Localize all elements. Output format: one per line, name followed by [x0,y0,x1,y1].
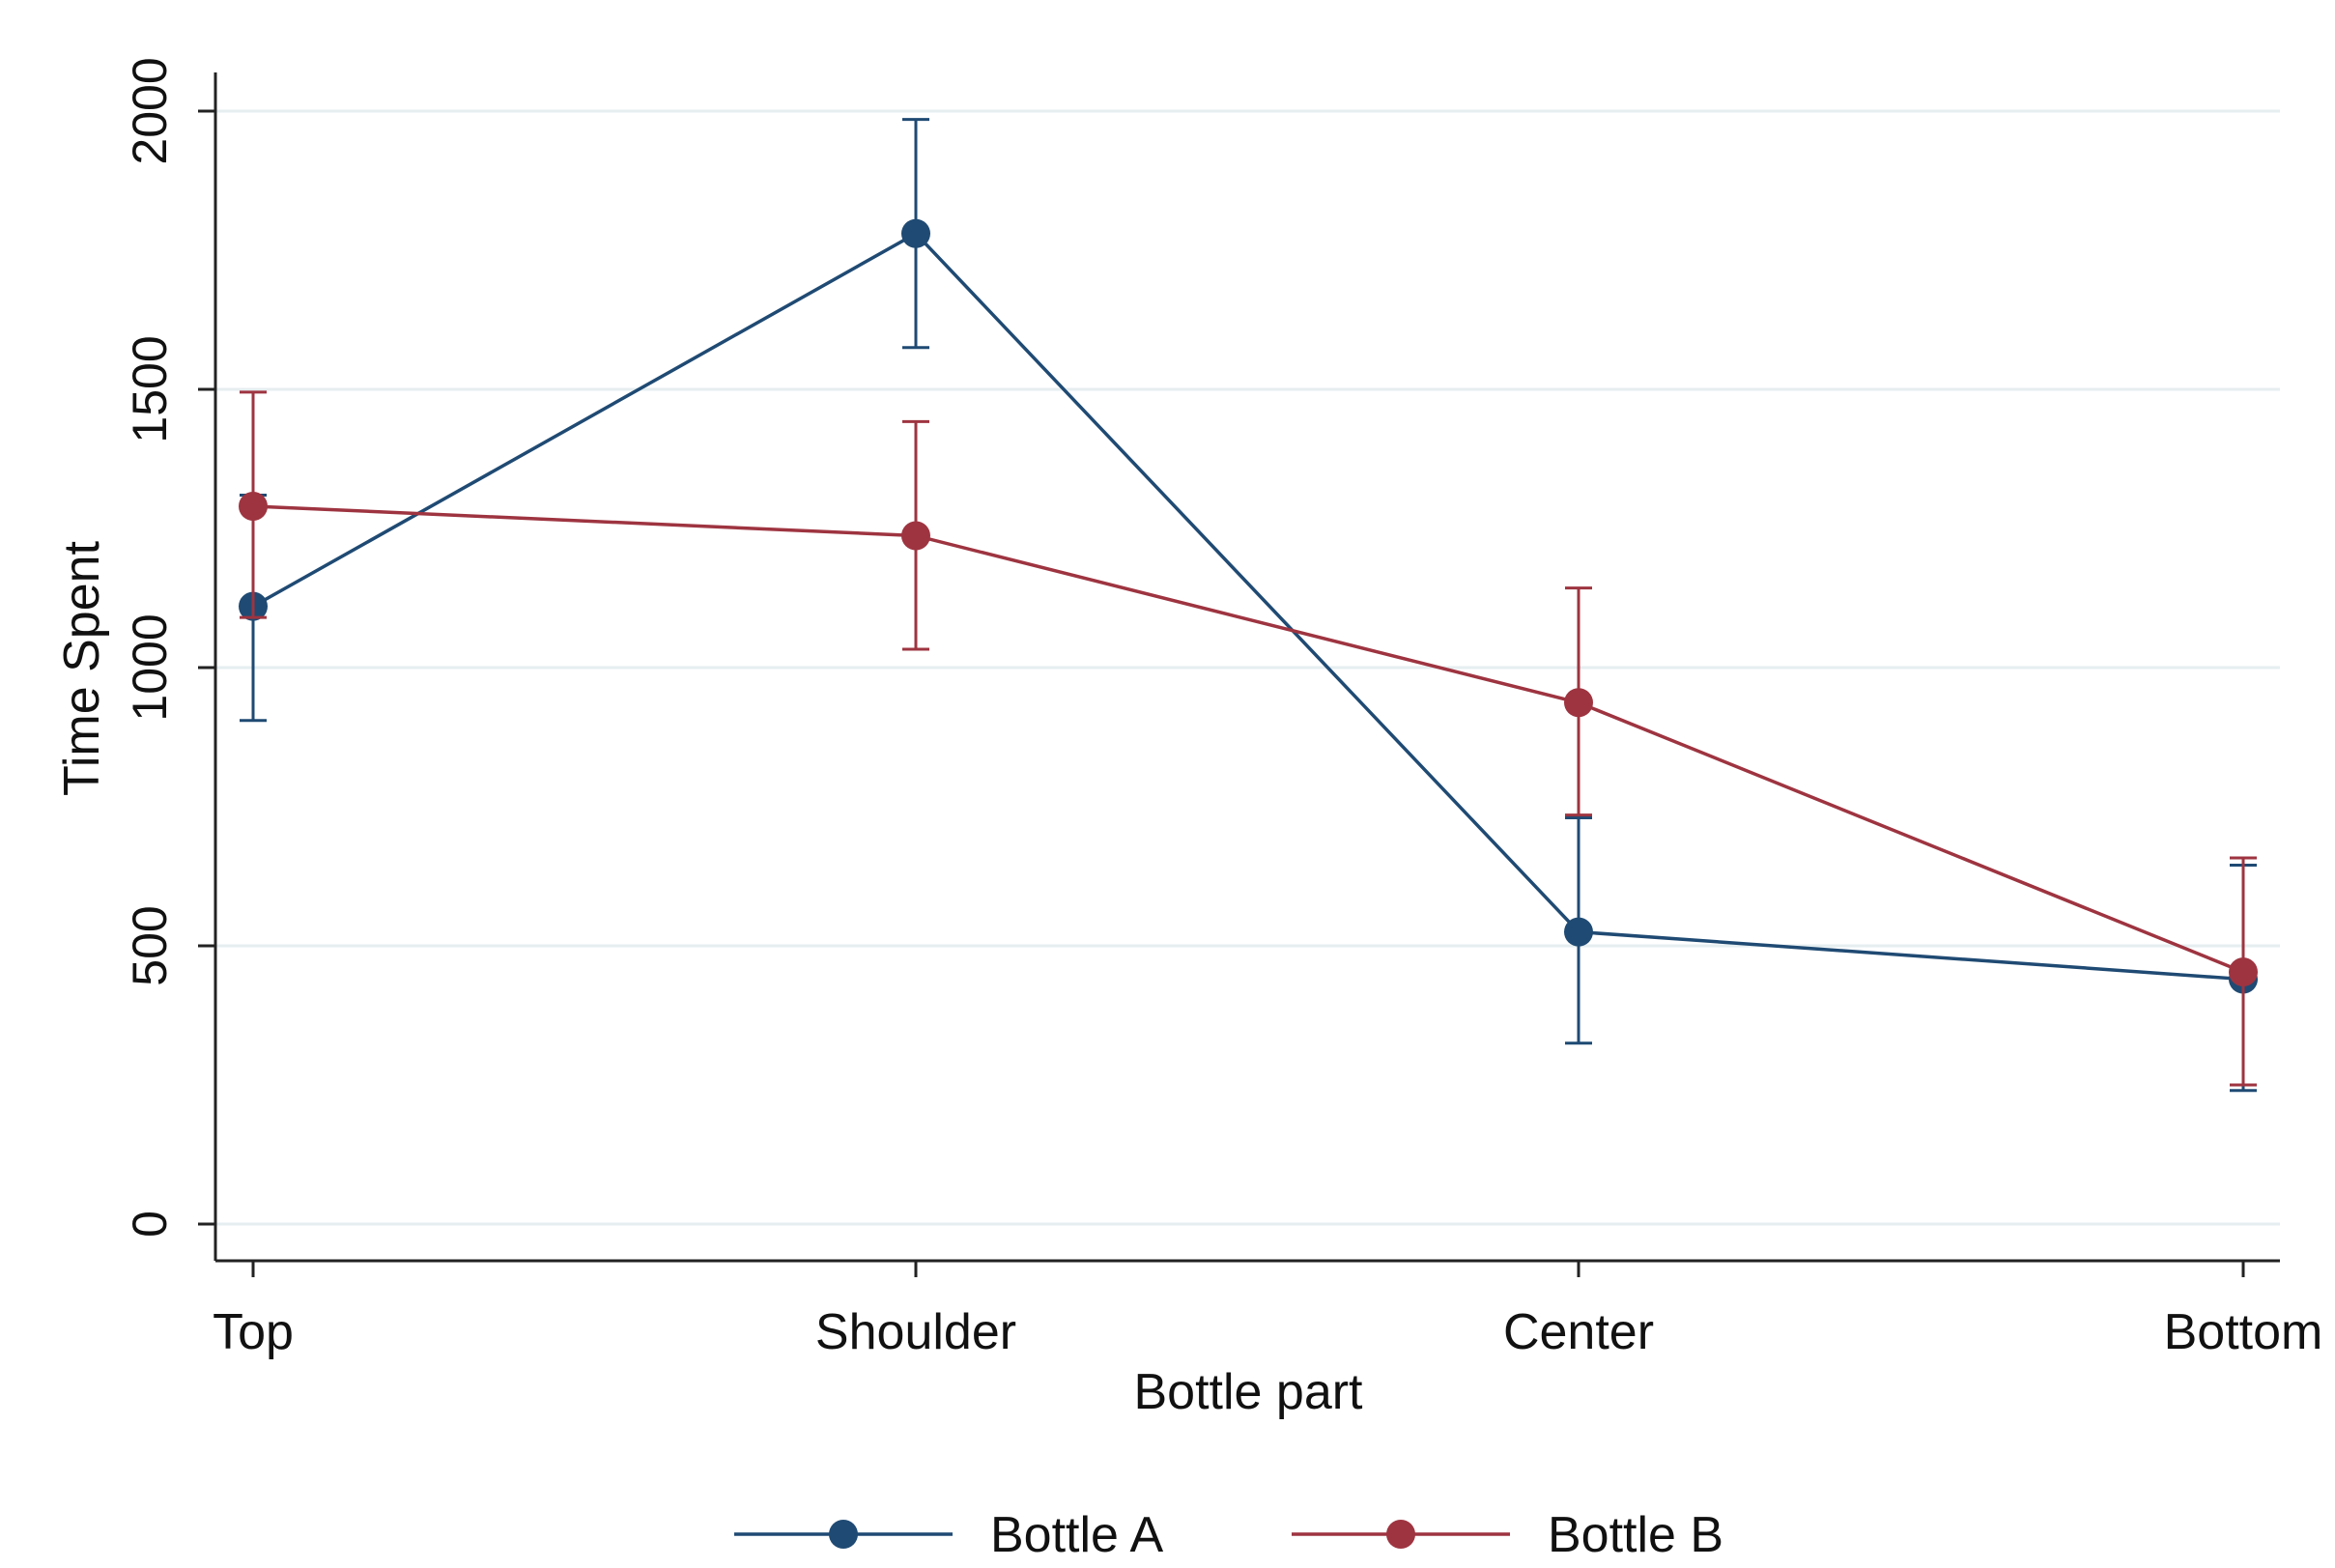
data-point [239,491,268,521]
data-point [901,521,930,551]
legend-label: Bottle B [1548,1507,1723,1563]
x-tick-label-top: Top [213,1304,294,1360]
legend-item-bottle-b: Bottle B [1292,1507,1723,1563]
series-line [252,231,2244,982]
y-tick-label: 500 [123,905,177,985]
x-tick-label-bottom: Bottom [2164,1304,2323,1360]
y-ticks: 0 500 1000 1500 2000 [123,57,215,1238]
data-point [1564,917,1593,947]
legend-swatch-marker [1386,1520,1415,1549]
data-point [1564,688,1593,718]
gridlines [215,109,2280,1226]
series [239,118,2258,1093]
y-tick-label: 0 [123,1211,177,1238]
x-tick-label-shoulder: Shoulder [815,1304,1016,1360]
legend-label: Bottle A [990,1507,1164,1563]
series-line [252,504,2244,974]
x-tick-label-center: Center [1503,1304,1654,1360]
y-tick-label: 1500 [123,335,177,442]
x-axis-label: Bottle part [1133,1364,1363,1420]
series-bottle-b [239,390,2258,1087]
y-axis-label: Time Spent [54,540,110,796]
data-point [901,218,930,248]
legend: Bottle A Bottle B [734,1507,1723,1563]
legend-item-bottle-a: Bottle A [734,1507,1164,1563]
x-ticks: Top Shoulder Center Bottom [213,1261,2322,1360]
data-point [2229,957,2258,987]
y-tick-label: 1000 [123,613,177,721]
y-tick-label: 2000 [123,57,177,164]
legend-swatch-marker [829,1520,858,1549]
